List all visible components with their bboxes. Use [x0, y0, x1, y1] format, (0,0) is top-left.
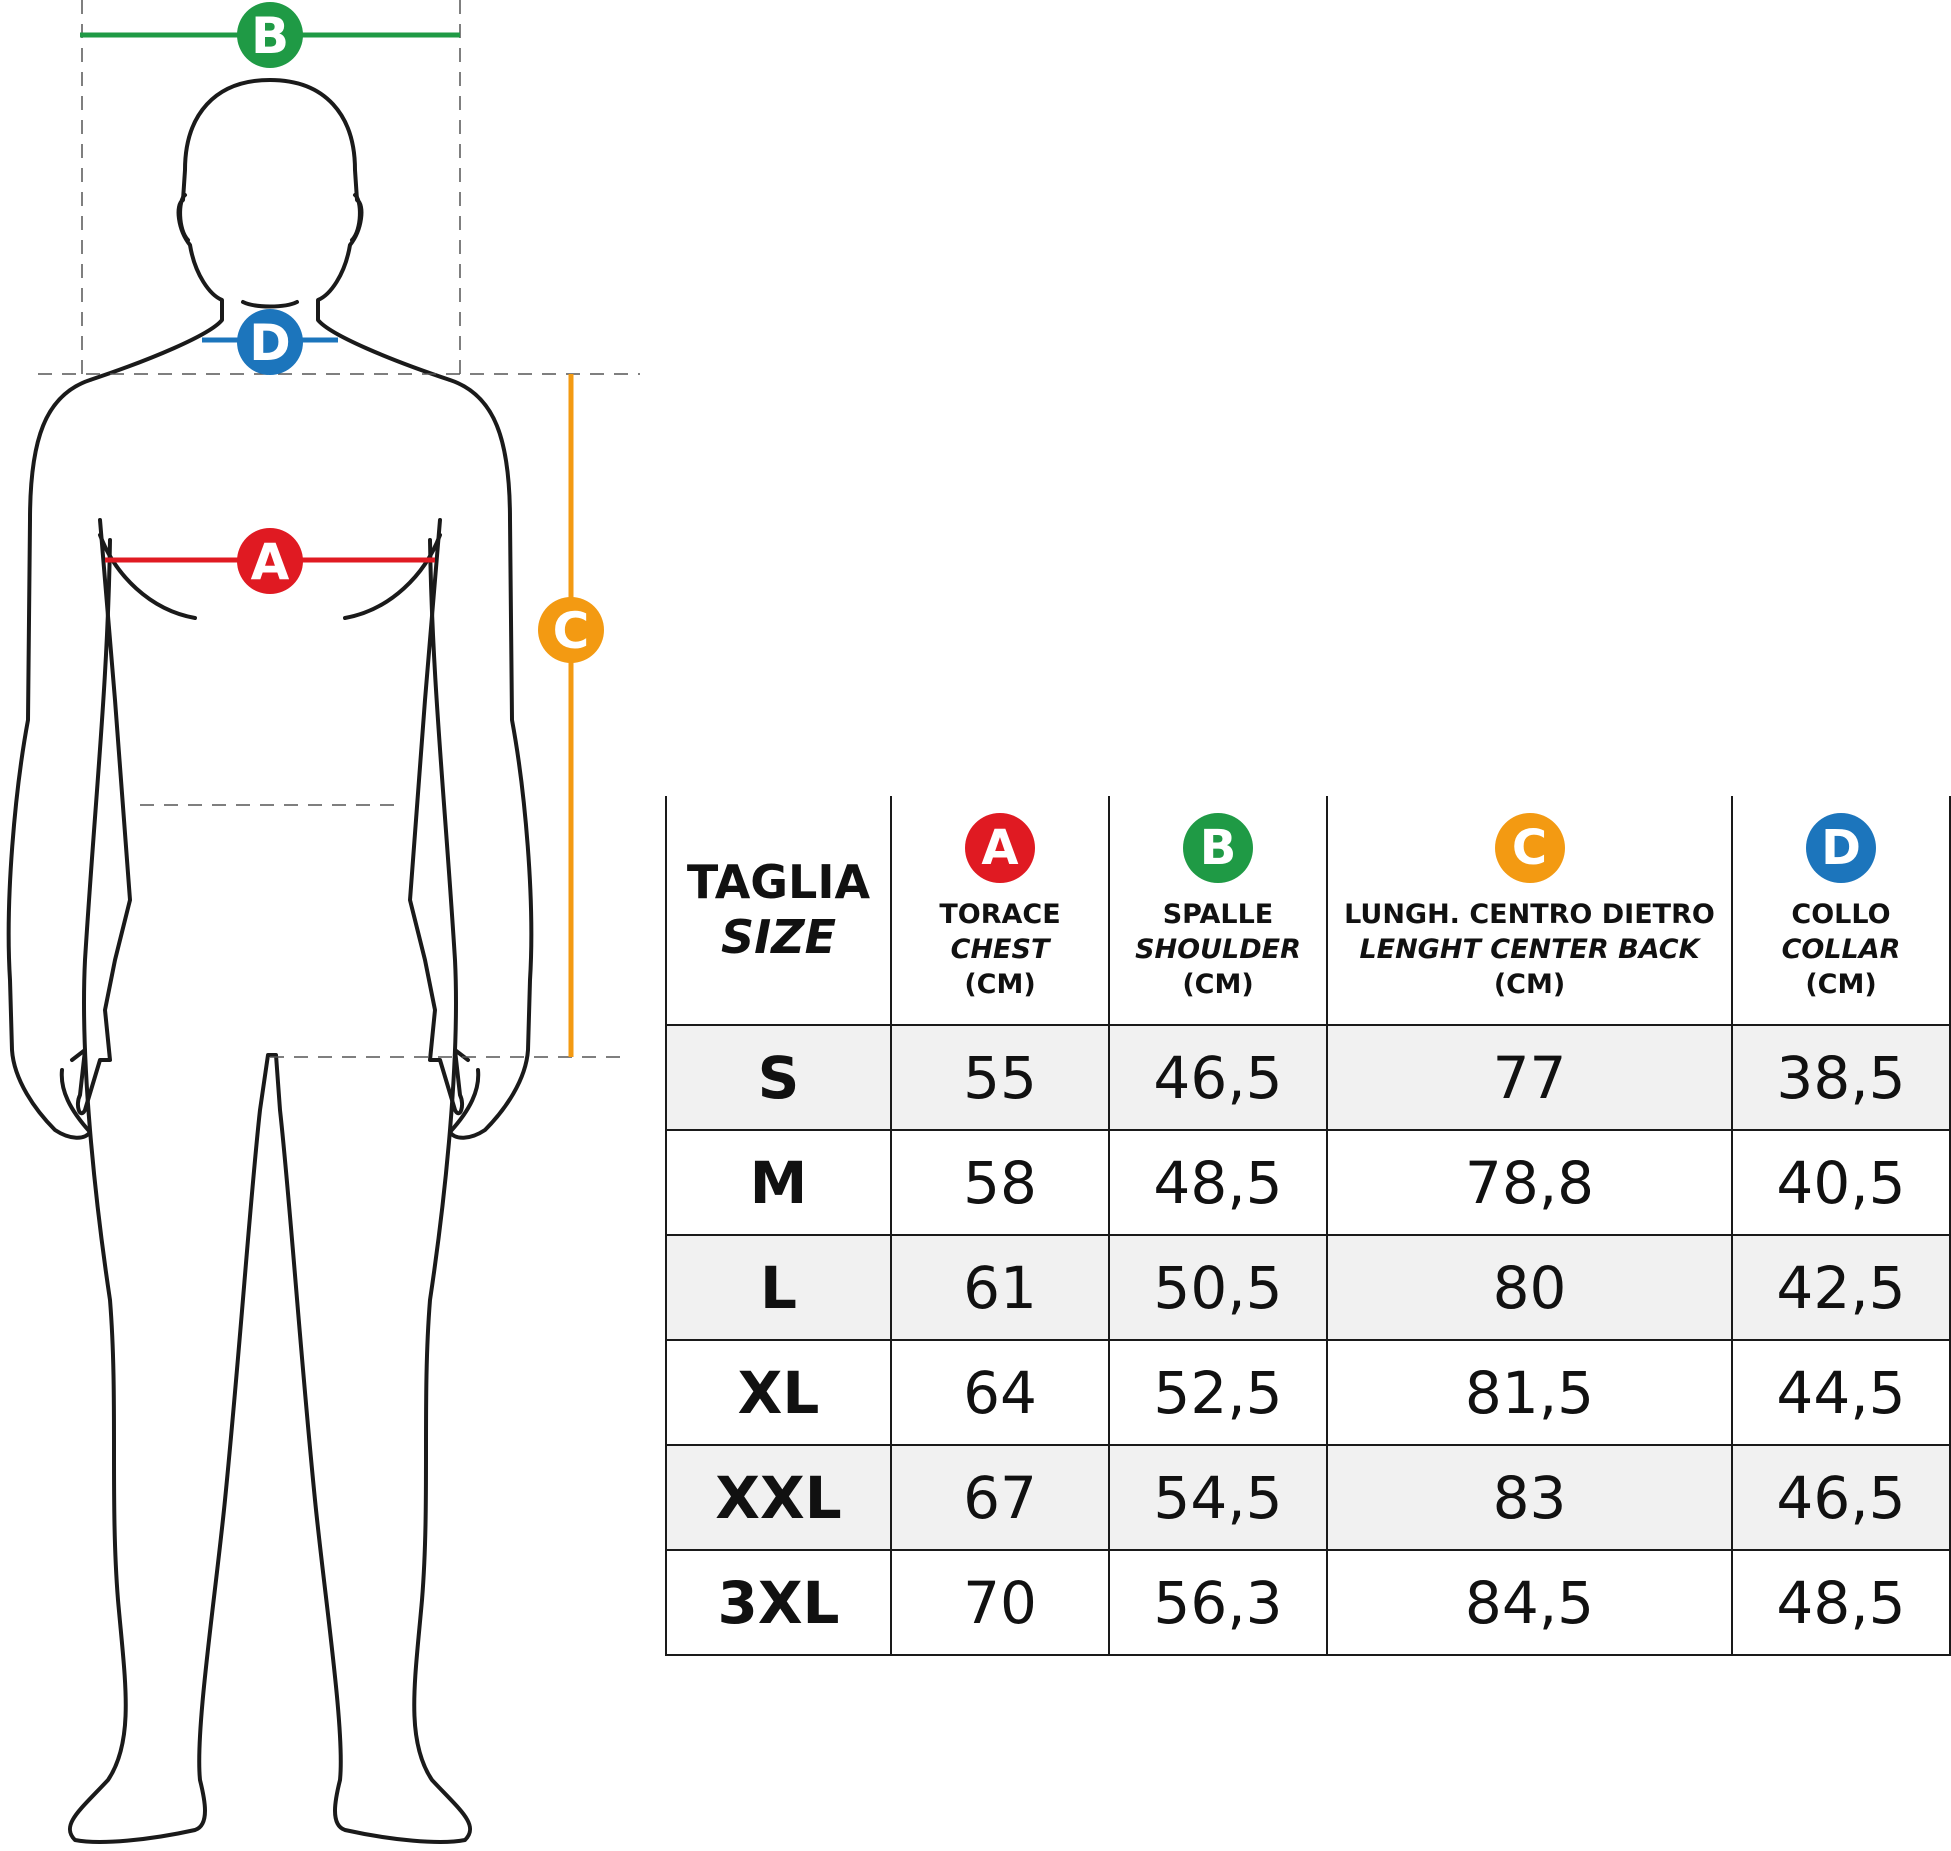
length-cell: 81,5 — [1326, 1339, 1733, 1446]
size-cell: S — [665, 1024, 892, 1131]
size-cell: 3XL — [665, 1549, 892, 1656]
shoulder-cell: 46,5 — [1108, 1024, 1328, 1131]
body-outline — [6, 78, 534, 1844]
header-collar-en: COLLAR — [1781, 933, 1901, 965]
length-cell: 83 — [1326, 1444, 1733, 1551]
header-collar-unit: (CM) — [1805, 968, 1877, 1000]
length-cell: 78,8 — [1326, 1129, 1733, 1236]
header-length-it: LUNGH. CENTRO DIETRO — [1344, 898, 1715, 930]
header-shoulder-unit: (CM) — [1182, 968, 1254, 1000]
table-row: XL 64 52,5 81,5 44,5 — [665, 1339, 1951, 1446]
header-length-en: LENGHT CENTER BACK — [1359, 933, 1700, 965]
header-length-unit: (CM) — [1493, 968, 1566, 1000]
chest-cell: 61 — [890, 1234, 1110, 1341]
measure-b-badge — [237, 2, 303, 68]
header-size-en: SIZE — [720, 910, 837, 964]
measure-d: D — [202, 309, 338, 375]
shoulder-cell: 54,5 — [1108, 1444, 1328, 1551]
header-chest-it: TORACE — [939, 898, 1061, 930]
measure-d-letter: D — [249, 314, 291, 372]
header-collar-it: COLLO — [1791, 898, 1891, 930]
shoulder-cell: 52,5 — [1108, 1339, 1328, 1446]
header-chest-en: CHEST — [950, 933, 1050, 965]
header-length: C LUNGH. CENTRO DIETRO LENGHT CENTER BAC… — [1326, 796, 1733, 1026]
size-cell: L — [665, 1234, 892, 1341]
shoulder-cell: 56,3 — [1108, 1549, 1328, 1656]
table-row: XXL 67 54,5 83 46,5 — [665, 1444, 1951, 1551]
length-cell: 84,5 — [1326, 1549, 1733, 1656]
table-row: S 55 46,5 77 38,5 — [665, 1024, 1951, 1131]
header-chest: A TORACE CHEST (CM) — [890, 796, 1110, 1026]
table-row: M 58 48,5 78,8 40,5 — [665, 1129, 1951, 1236]
size-cell: XL — [665, 1339, 892, 1446]
chest-cell: 70 — [890, 1549, 1110, 1656]
table-header-row: TAGLIA SIZE A TORACE CHEST (CM) B SPALLE… — [665, 796, 1951, 1026]
chest-cell: 55 — [890, 1024, 1110, 1131]
collar-cell: 44,5 — [1731, 1339, 1951, 1446]
measure-a-letter: A — [251, 533, 290, 591]
collar-cell: 42,5 — [1731, 1234, 1951, 1341]
header-shoulder: B SPALLE SHOULDER (CM) — [1108, 796, 1328, 1026]
guide-lines — [38, 0, 640, 1058]
collar-cell: 38,5 — [1731, 1024, 1951, 1131]
table-row: 3XL 70 56,3 84,5 48,5 — [665, 1549, 1951, 1656]
header-size-it: TAGLIA — [686, 854, 871, 909]
header-chest-badge: A — [965, 812, 1035, 883]
header-collar-badge: D — [1806, 812, 1876, 883]
length-cell: 80 — [1326, 1234, 1733, 1341]
shoulder-cell: 48,5 — [1108, 1129, 1328, 1236]
collar-cell: 40,5 — [1731, 1129, 1951, 1236]
table-row: L 61 50,5 80 42,5 — [665, 1234, 1951, 1341]
chest-cell: 67 — [890, 1444, 1110, 1551]
measure-d-badge — [237, 309, 303, 375]
header-chest-unit: (CM) — [964, 968, 1036, 1000]
measure-b: B — [80, 2, 460, 68]
measure-c-badge — [538, 597, 604, 663]
chest-cell: 64 — [890, 1339, 1110, 1446]
measure-a: A — [105, 528, 435, 594]
header-shoulder-badge: B — [1183, 812, 1253, 883]
header-size: TAGLIA SIZE — [665, 796, 892, 1026]
header-collar: D COLLO COLLAR (CM) — [1731, 796, 1951, 1026]
size-cell: XXL — [665, 1444, 892, 1551]
header-shoulder-en: SHOULDER — [1135, 933, 1301, 965]
measure-a-badge — [237, 528, 303, 594]
collar-cell: 48,5 — [1731, 1549, 1951, 1656]
length-cell: 77 — [1326, 1024, 1733, 1131]
header-shoulder-it: SPALLE — [1162, 898, 1274, 930]
size-chart-table: TAGLIA SIZE A TORACE CHEST (CM) B SPALLE… — [665, 796, 1951, 1656]
size-cell: M — [665, 1129, 892, 1236]
measure-c: C — [538, 374, 604, 1057]
measure-b-letter: B — [251, 7, 289, 65]
shoulder-cell: 50,5 — [1108, 1234, 1328, 1341]
chest-cell: 58 — [890, 1129, 1110, 1236]
collar-cell: 46,5 — [1731, 1444, 1951, 1551]
measure-c-letter: C — [553, 602, 590, 660]
header-length-badge: C — [1494, 812, 1565, 883]
